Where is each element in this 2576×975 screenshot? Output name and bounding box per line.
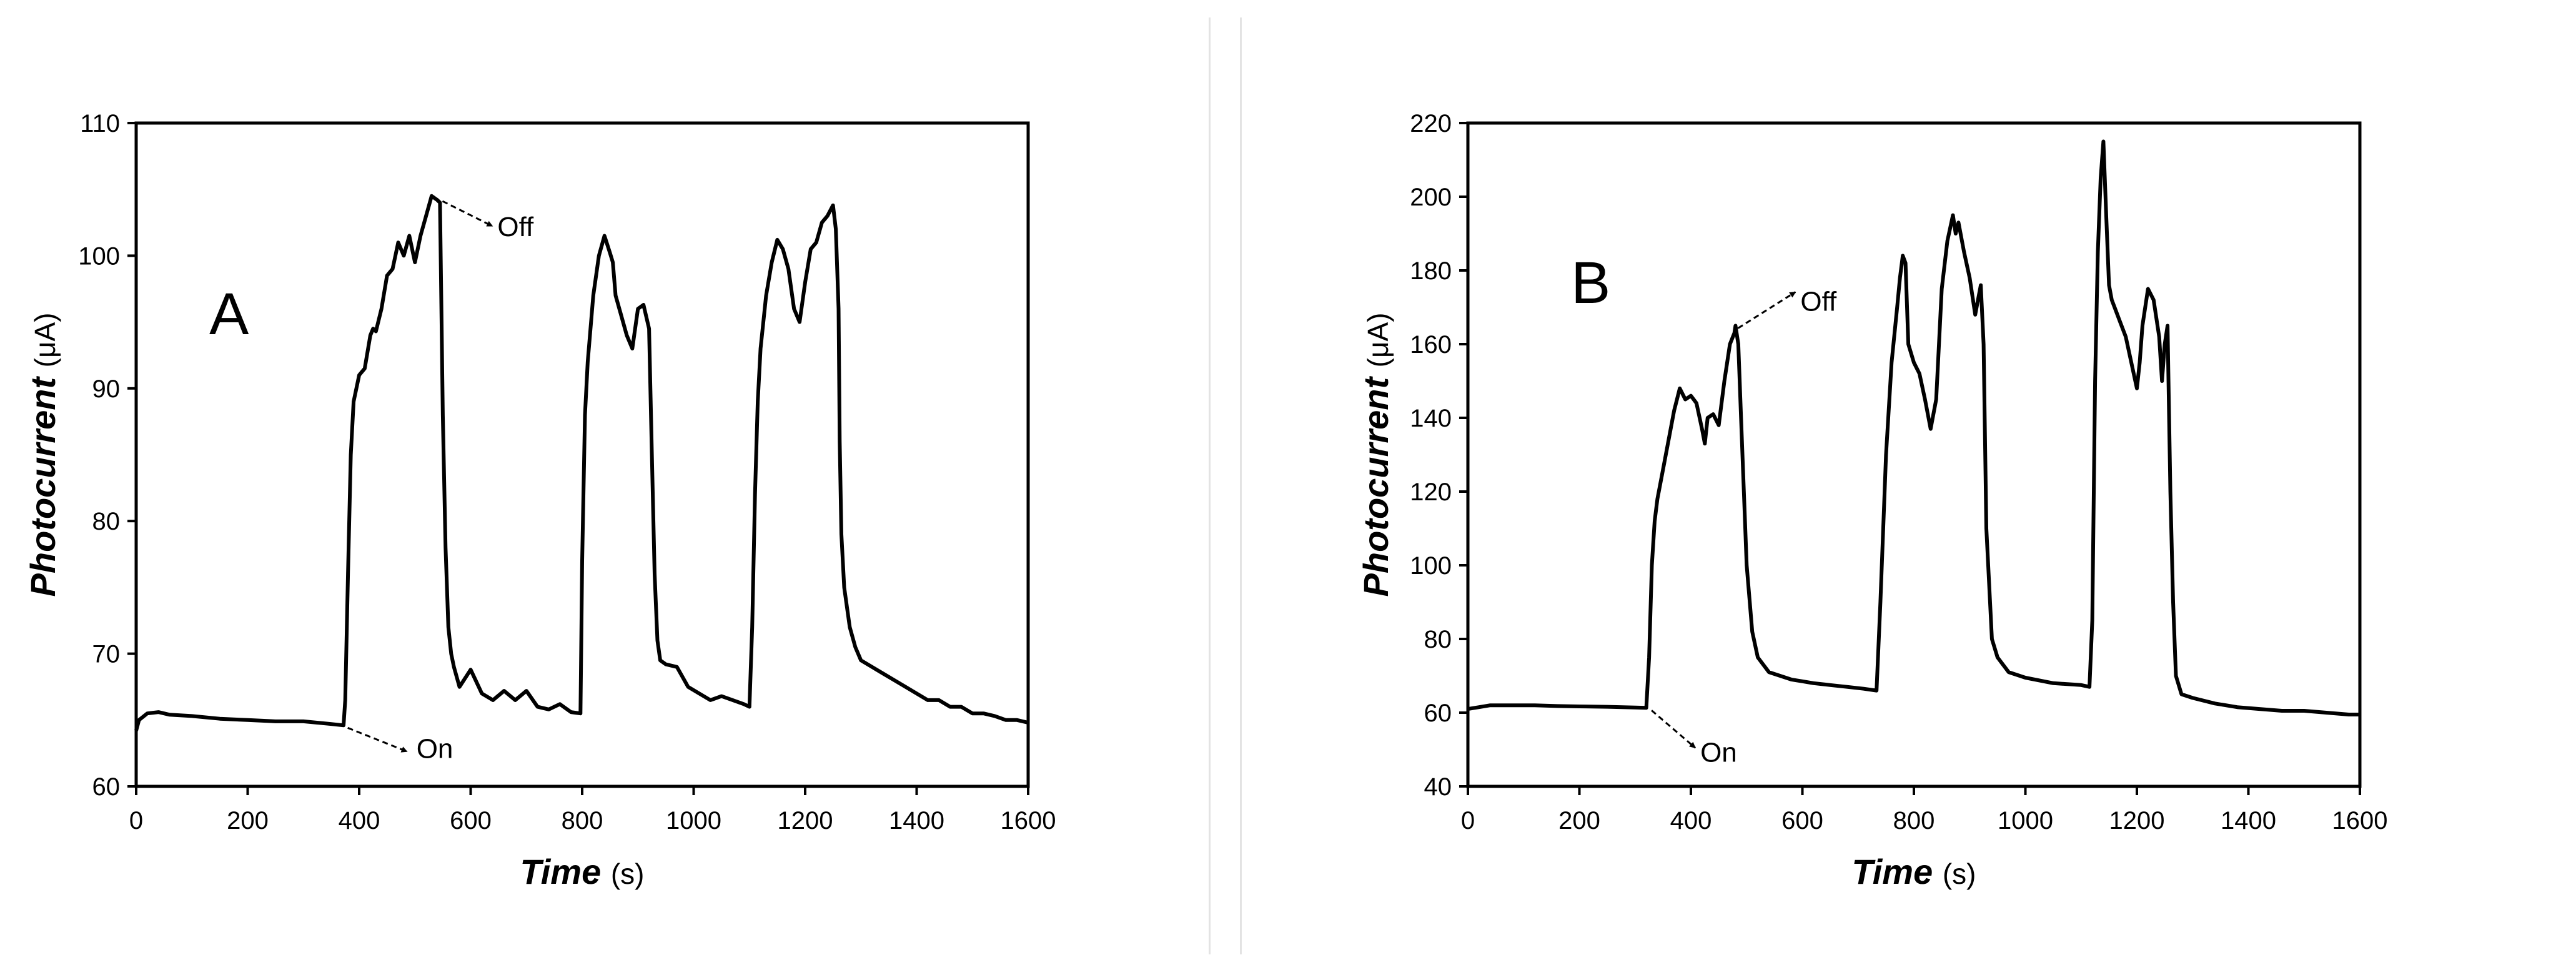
x-tick-label: 1000 [1998, 807, 2053, 834]
y-tick-label: 90 [92, 375, 121, 403]
y-tick-label: 70 [92, 641, 121, 668]
annotation-arrow [1737, 291, 1796, 329]
y-tick-label: 120 [1410, 478, 1452, 506]
y-axis-label-a: Photocurrent (μA) [23, 313, 62, 597]
annotation-arrow [1651, 710, 1697, 749]
annotation-arrow [347, 726, 408, 753]
panel-label-b: B [1571, 250, 1610, 316]
photocurrent-line-b [1467, 139, 2360, 716]
plot-area-b [1466, 121, 2362, 788]
y-tick-label: 140 [1410, 405, 1452, 432]
panel-label-a: A [209, 281, 249, 347]
x-tick-label: 200 [1558, 807, 1600, 834]
x-axis-label-a: Time (s) [520, 852, 645, 891]
panel-divider-right [1240, 17, 1242, 954]
x-tick-label: 400 [1670, 807, 1712, 834]
x-tick-label: 0 [1461, 807, 1475, 834]
y-tick-label: 100 [1410, 552, 1452, 580]
x-tick-label: 1600 [2332, 807, 2388, 834]
x-tick-label: 1600 [1001, 807, 1056, 834]
x-tick-label: 800 [562, 807, 603, 834]
y-tick-label: 200 [1410, 184, 1452, 211]
y-tick-label: 60 [1424, 700, 1452, 727]
x-tick-label: 1400 [2221, 807, 2276, 834]
annotation-off-label: Off [497, 212, 534, 242]
x-tick-label: 1200 [778, 807, 833, 834]
x-tick-label: 200 [227, 807, 269, 834]
y-tick-label: 80 [1424, 626, 1452, 653]
annotation-on-label: On [1700, 737, 1737, 768]
x-tick-label: 800 [1893, 807, 1935, 834]
x-tick-label: 400 [339, 807, 380, 834]
x-tick-label: 600 [450, 807, 492, 834]
y-tick-label: 180 [1410, 257, 1452, 285]
annotation-off-label: Off [1800, 287, 1837, 317]
x-tick-label: 1000 [666, 807, 721, 834]
x-axis-label-b: Time (s) [1852, 852, 1976, 891]
panel-divider-left [1209, 17, 1211, 954]
y-tick-label: 100 [78, 242, 120, 270]
annotation-on-label: On [417, 733, 453, 764]
x-tick-label: 0 [129, 807, 143, 834]
x-tick-label: 1400 [889, 807, 944, 834]
x-tick-label: 1200 [2109, 807, 2165, 834]
y-tick-label: 220 [1410, 110, 1452, 137]
y-tick-label: 160 [1410, 331, 1452, 359]
chart-panel-b: 40 60 80 100 120 140 160 180 200 220 0 200 400 600 80… [1356, 110, 2387, 891]
y-tick-label: 40 [1424, 773, 1452, 801]
annotation-arrow [442, 200, 493, 227]
photocurrent-line-a [134, 194, 1029, 731]
y-axis-label-b: Photocurrent (μA) [1356, 313, 1395, 597]
y-tick-label: 110 [80, 110, 120, 137]
x-tick-label: 600 [1781, 807, 1823, 834]
y-tick-label: 80 [92, 508, 121, 535]
y-tick-label: 60 [92, 773, 121, 801]
chart-panel-a: 60 70 80 90 100 110 0 200 400 600 800 1000 1200 1400… [23, 110, 1056, 891]
